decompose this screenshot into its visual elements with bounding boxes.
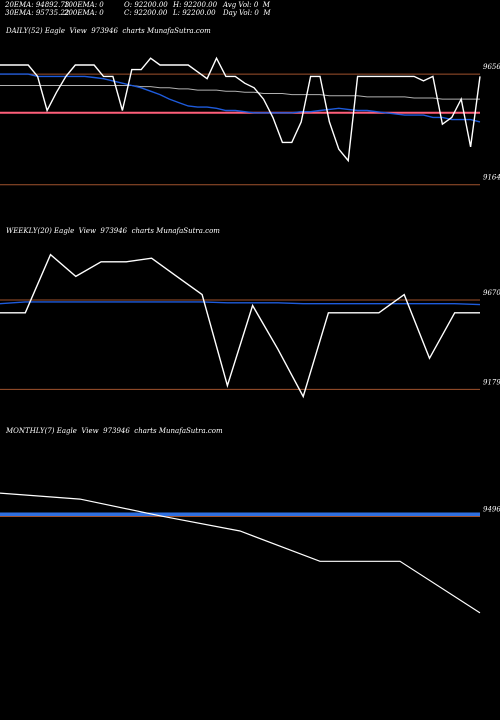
ema30-readout: 30EMA: 95735.22 <box>5 9 70 17</box>
ema20-readout: 20EMA: 94892.73 <box>5 1 70 9</box>
ema200-readout: 200EMA: 0 <box>64 9 104 17</box>
series-line-0 <box>0 492 481 614</box>
tick-label: 9656 <box>483 63 500 71</box>
tick-label: 9496 <box>483 505 500 513</box>
avgvol-readout: Avg Vol: 0 M <box>223 1 270 9</box>
tick-label: 9164 <box>483 174 500 182</box>
low-readout: L: 92200.00 <box>173 9 216 17</box>
high-readout: H: 92200.00 <box>173 1 218 9</box>
tick-label: 9670 <box>483 289 500 297</box>
series-line-1 <box>0 73 481 123</box>
weekly-panel-title: WEEKLY(20) Eagle View 973946 charts Muna… <box>6 227 220 235</box>
series-line-1 <box>0 301 481 306</box>
open-readout: O: 92200.00 <box>124 1 168 9</box>
close-readout: C: 92200.00 <box>124 9 168 17</box>
series-line-0 <box>0 253 480 399</box>
series-line-2 <box>0 85 480 100</box>
monthly-panel-title: MONTHLY(7) Eagle View 973946 charts Muna… <box>6 427 223 435</box>
tick-label: 9179 <box>483 378 500 386</box>
ema100-readout: 100EMA: 0 <box>64 1 104 9</box>
daily-panel-title: DAILY(52) Eagle View 973946 charts Munaf… <box>6 27 211 35</box>
series-line-0 <box>0 56 481 163</box>
dayvol-readout: Day Vol: 0 M <box>223 9 271 17</box>
